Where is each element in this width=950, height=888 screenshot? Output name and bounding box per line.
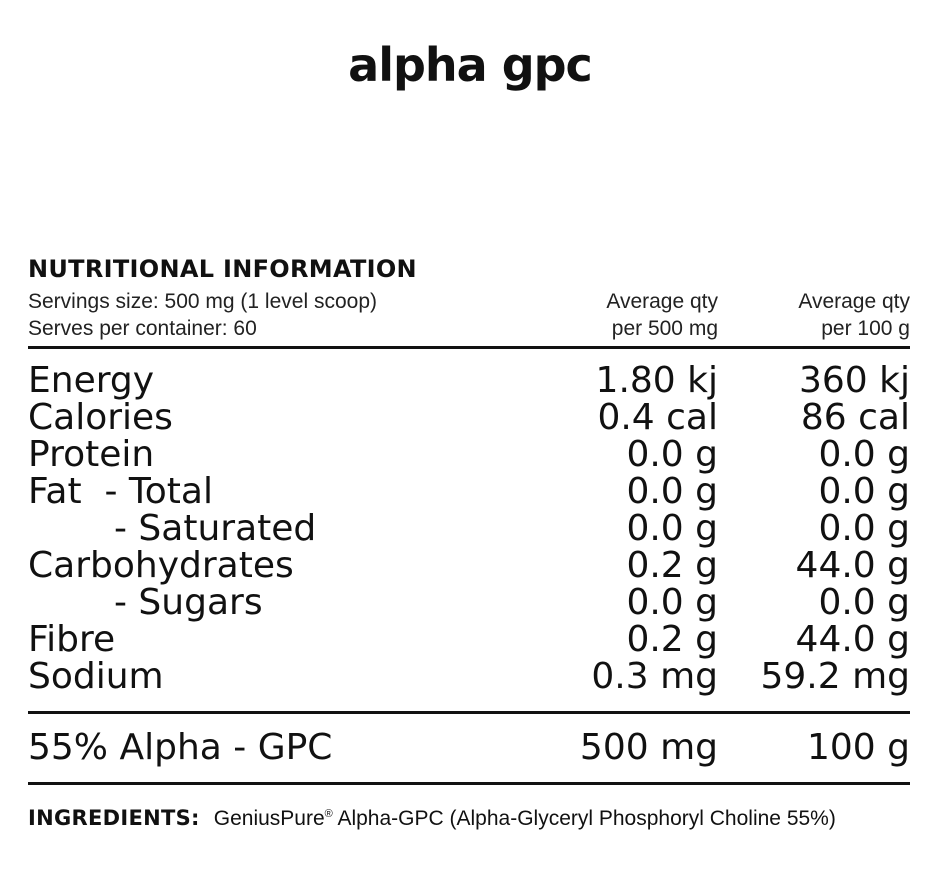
ingredients-statement: INGREDIENTS: GeniusPure® Alpha-GPC (Alpha…	[28, 799, 910, 834]
ingredients-label: INGREDIENTS:	[28, 806, 200, 830]
per-100g-value: 0.0 g	[818, 434, 910, 475]
divider	[28, 711, 910, 714]
per-serving-value: 0.3 mg	[591, 656, 718, 697]
active-ingredient-name: 55% Alpha - GPC	[28, 727, 333, 768]
nutrient-row: Fat - Total 0.0 g 0.0 g	[28, 473, 910, 510]
per-serving-value: 0.0 g	[626, 471, 718, 512]
per-100g-value: 0.0 g	[818, 508, 910, 549]
per-100g-value: 44.0 g	[795, 619, 910, 660]
per-100g-value: 59.2 mg	[760, 656, 910, 697]
per-100g-value: 44.0 g	[795, 545, 910, 586]
per-100g-value: 0.0 g	[818, 582, 910, 623]
divider	[28, 782, 910, 785]
per-serving-value: 1.80 kj	[595, 360, 718, 401]
nutrient-name: - Sugars	[114, 582, 263, 623]
serving-info: Servings size: 500 mg (1 level scoop) Se…	[28, 288, 528, 346]
divider	[28, 346, 910, 349]
serving-header: Servings size: 500 mg (1 level scoop) Se…	[28, 288, 910, 346]
per-serving-value: 0.0 g	[626, 508, 718, 549]
serving-size: Servings size: 500 mg (1 level scoop)	[28, 290, 377, 313]
active-ingredient-row: 55% Alpha - GPC 500 mg 100 g	[28, 714, 910, 782]
panel-heading: NUTRITIONAL INFORMATION	[28, 255, 417, 283]
nutrient-name: Sodium	[28, 656, 164, 697]
nutrient-name: Fibre	[28, 619, 116, 660]
per-100g-value: 100 g	[806, 727, 910, 768]
nutrient-row: Calories 0.4 cal 86 cal	[28, 399, 910, 436]
nutrient-name: Calories	[28, 397, 173, 438]
column-header-line: per 100 g	[821, 317, 910, 340]
per-serving-value: 0.0 g	[626, 434, 718, 475]
ingredients-brand: GeniusPure	[213, 807, 325, 830]
nutrition-panel: NUTRITIONAL INFORMATION Servings size: 5…	[28, 252, 910, 834]
ingredients-text: Alpha-GPC (Alpha-Glyceryl Phosphoryl Cho…	[332, 807, 836, 830]
nutrient-row: Protein 0.0 g 0.0 g	[28, 436, 910, 473]
nutrient-name: Protein	[28, 434, 155, 475]
nutrient-row: Carbohydrates 0.2 g 44.0 g	[28, 547, 910, 584]
column-header-line: Average qty	[606, 290, 718, 313]
nutrient-row: Sodium 0.3 mg 59.2 mg	[28, 658, 910, 695]
per-serving-value: 0.0 g	[626, 582, 718, 623]
column-header-per-serving: Average qty per 500 mg	[528, 288, 718, 346]
nutrient-name: Energy	[28, 360, 155, 401]
registered-mark: ®	[324, 808, 333, 820]
column-header-line: per 500 mg	[611, 317, 718, 340]
per-100g-value: 0.0 g	[818, 471, 910, 512]
per-100g-value: 86 cal	[800, 397, 910, 438]
nutrient-name: Carbohydrates	[28, 545, 294, 586]
serves-per-container: Serves per container: 60	[28, 317, 257, 340]
per-serving-value: 500 mg	[579, 727, 718, 768]
nutrient-row: - Sugars 0.0 g 0.0 g	[28, 584, 910, 621]
nutrient-name: Fat - Total	[28, 471, 213, 512]
nutrient-row: - Saturated 0.0 g 0.0 g	[28, 510, 910, 547]
column-header-per-100g: Average qty per 100 g	[718, 288, 910, 346]
nutrient-name: - Saturated	[114, 508, 317, 549]
per-serving-value: 0.4 cal	[597, 397, 718, 438]
column-header-line: Average qty	[798, 290, 910, 313]
nutrient-row: Energy 1.80 kj 360 kj	[28, 362, 910, 399]
per-100g-value: 360 kj	[798, 360, 910, 401]
per-serving-value: 0.2 g	[626, 619, 718, 660]
per-serving-value: 0.2 g	[626, 545, 718, 586]
nutrient-row: Fibre 0.2 g 44.0 g	[28, 621, 910, 658]
nutrient-rows: Energy 1.80 kj 360 kj Calories 0.4 cal 8…	[28, 349, 910, 711]
brand-title: alpha gpc	[348, 38, 593, 92]
